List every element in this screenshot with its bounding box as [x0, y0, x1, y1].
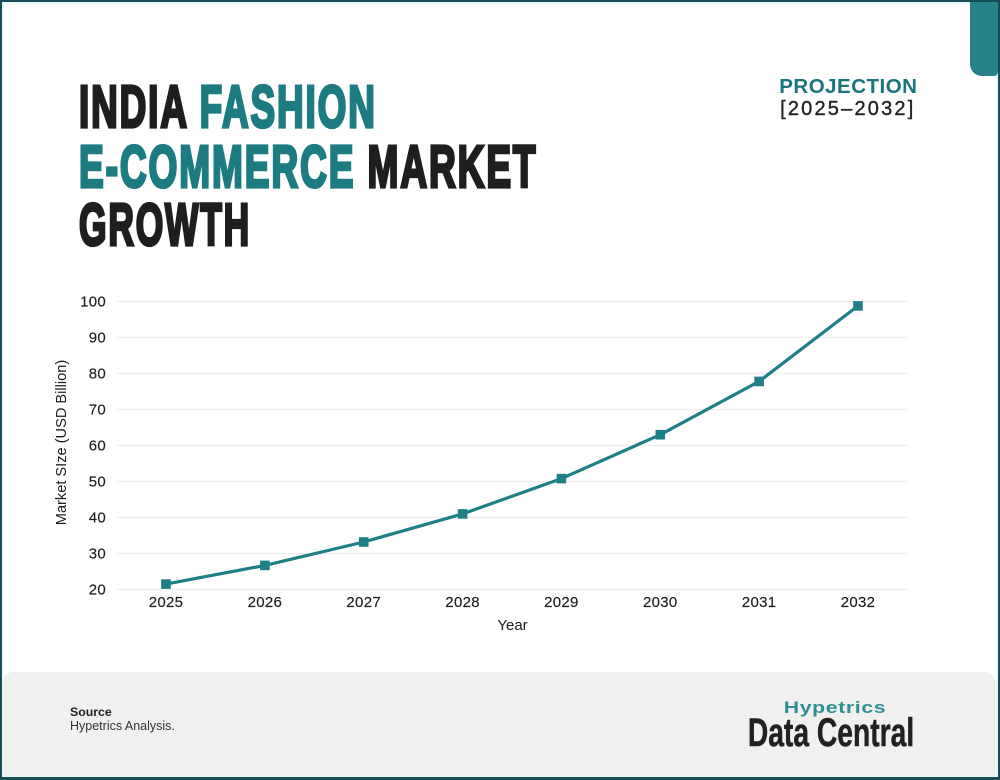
svg-text:60: 60 [89, 438, 106, 455]
svg-text:80: 80 [89, 366, 106, 383]
svg-text:30: 30 [89, 546, 106, 563]
svg-text:2025: 2025 [149, 594, 184, 611]
svg-text:70: 70 [89, 402, 106, 419]
svg-text:2028: 2028 [445, 594, 480, 611]
svg-text:2030: 2030 [643, 594, 678, 611]
svg-text:Year: Year [497, 617, 527, 634]
svg-text:50: 50 [89, 474, 106, 491]
svg-text:20: 20 [89, 582, 106, 599]
svg-text:2029: 2029 [544, 594, 579, 611]
svg-text:2026: 2026 [248, 594, 283, 611]
svg-text:2027: 2027 [346, 594, 381, 611]
svg-text:2031: 2031 [742, 594, 777, 611]
svg-text:Market SIze (USD Billion): Market SIze (USD Billion) [54, 360, 70, 525]
svg-text:2032: 2032 [841, 594, 876, 611]
svg-text:100: 100 [80, 294, 106, 311]
svg-text:90: 90 [89, 330, 106, 347]
svg-text:40: 40 [89, 510, 106, 527]
